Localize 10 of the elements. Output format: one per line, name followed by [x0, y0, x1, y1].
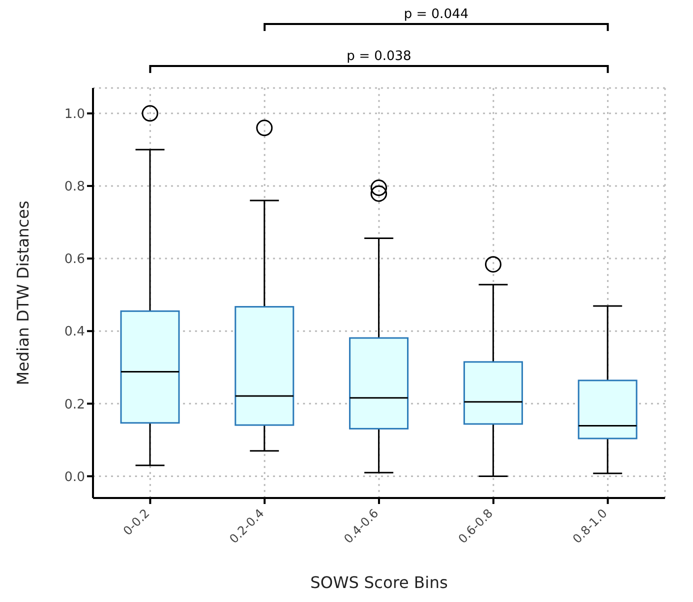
y-tick-label: 0.0 — [64, 470, 85, 485]
y-tick-label: 0.2 — [64, 397, 85, 412]
y-tick-label: 0.4 — [64, 324, 85, 340]
text: p = 0.038 — [346, 49, 412, 64]
y-tick-label: 0.8 — [64, 180, 85, 195]
y-tick-label: 0.6 — [64, 252, 85, 268]
y-tick-label: 1.0 — [64, 107, 85, 122]
text: p = 0.044 — [404, 7, 469, 22]
y-axis-title: Median DTW Distances — [14, 200, 33, 386]
x-axis-title: SOWS Score Bins — [310, 573, 448, 592]
